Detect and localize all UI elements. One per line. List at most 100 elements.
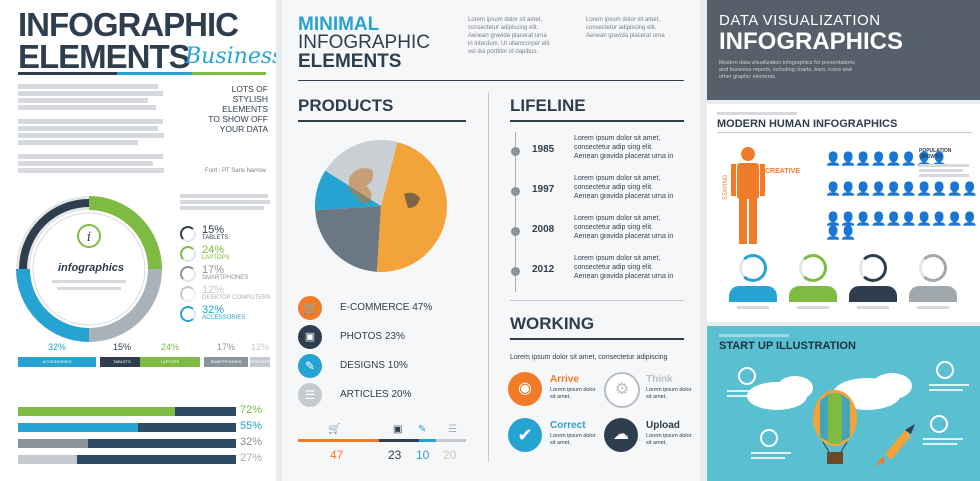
startup-scene xyxy=(727,361,969,466)
progress-value: 32% xyxy=(240,436,263,448)
progress-fill xyxy=(18,407,175,416)
p2-header-rule xyxy=(298,80,684,81)
pen-icon: ✎ xyxy=(418,424,427,435)
products-rule xyxy=(298,120,466,122)
column-divider xyxy=(488,92,489,462)
step-title: Upload xyxy=(646,420,680,431)
panel-startup-illustration: START UP ILLUSTRATION xyxy=(707,326,980,481)
ring-stat xyxy=(909,254,957,309)
tagline-line: TO SHOW OFF xyxy=(208,114,268,124)
tab-bar: ACCESSORIES xyxy=(18,357,96,367)
title-line2: ELEMENTS xyxy=(18,38,191,75)
scale-value: 10 xyxy=(416,448,430,462)
legend-label: DESIGNS 10% xyxy=(340,360,408,371)
p3-title-line1: DATA VISUALIZATION xyxy=(719,12,881,29)
donut-segment-laptops xyxy=(88,196,162,270)
step-upload: ☁ Upload Lorem ipsum dolor sit amet, xyxy=(604,418,699,468)
timeline-axis xyxy=(515,132,516,292)
person-figure-icon xyxy=(731,147,765,244)
cloud-icon xyxy=(747,373,912,410)
lorem-line: Lorem ipsum dolor sit amet, xyxy=(468,17,543,23)
timeline-text: consectetur adip sing elit. xyxy=(574,184,653,191)
timeline-item: 1985 Lorem ipsum dolor sit amet, consect… xyxy=(508,134,688,174)
progress-row: 32% xyxy=(18,436,270,452)
hot-air-balloon-icon xyxy=(813,390,857,464)
legend-item: 12% DESKTOP COMPUTERS xyxy=(178,284,273,304)
timeline-dot xyxy=(511,187,520,196)
pie-mini-icon xyxy=(180,286,196,302)
pie-mini-icon xyxy=(180,266,196,282)
info-icon xyxy=(77,224,101,248)
legend-value: 15% xyxy=(202,224,225,236)
legend-list: 15% TABLETS 24% LAPTOPS 17% SMARTPHONES … xyxy=(178,224,273,324)
ring-stat xyxy=(729,254,777,309)
progress-value: 72% xyxy=(240,404,263,416)
step-text: Lorem ipsum dolor xyxy=(550,387,596,393)
timeline-dot xyxy=(511,147,520,156)
population-text xyxy=(919,162,969,179)
cloud-upload-icon: ☁ xyxy=(604,418,638,452)
products-legend-item: ✎ DESIGNS 10% xyxy=(298,354,468,383)
legend-item: 15% TABLETS xyxy=(178,224,273,244)
tagline: LOTS OF STYLISH ELEMENTS TO SHOW OFF YOU… xyxy=(190,84,268,134)
lorem-line: Lorem ipsum dolor sit amet, xyxy=(586,17,661,23)
human-side-label: STAYING xyxy=(723,174,729,200)
desc-line: and business reports, including charts, … xyxy=(719,67,852,73)
p2-title-elements: ELEMENTS xyxy=(298,51,402,72)
timeline-text: Aenean gravida placerat urna in xyxy=(574,193,674,200)
products-pie-chart xyxy=(315,140,447,272)
timeline-text: consectetur adip sing elit. xyxy=(574,264,653,271)
tagline-line: YOUR DATA xyxy=(219,124,268,134)
cart-icon: 🛒 xyxy=(328,424,341,435)
tagline-line: LOTS OF xyxy=(231,84,268,94)
desc-line: Modern data visualization infographics f… xyxy=(719,60,856,66)
step-text: Lorem ipsum dolor xyxy=(550,433,596,439)
products-legend-item: ▣ PHOTOS 23% xyxy=(298,325,468,354)
timeline-text: Lorem ipsum dolor sit amet, xyxy=(574,255,661,262)
legend-label: ACCESSORIES xyxy=(202,315,246,321)
panel-minimal-infographic: MINIMAL INFOGRAPHIC ELEMENTS Lorem ipsum… xyxy=(282,0,700,481)
panel-business-infographic: INFOGRAPHIC ELEMENTS Business LOTS OF ST… xyxy=(0,0,276,481)
population-label: POPULATION GROWTH xyxy=(919,148,951,160)
percent-tabs: 32% ACCESSORIES 15% TABLETS 24% LAPTOPS … xyxy=(18,342,270,372)
step-title: Think xyxy=(646,374,673,385)
lorem-line: Aenean gravida placerat urna xyxy=(468,33,547,39)
timeline-year: 2008 xyxy=(532,224,555,235)
legend-value: 17% xyxy=(202,264,225,276)
rocket-icon xyxy=(875,424,915,466)
panel-human-infographics: MODERN HUMAN INFOGRAPHICS CREATIVE STAYI… xyxy=(707,104,980,322)
step-text: sit amet, xyxy=(646,440,667,446)
stat-ring-icon xyxy=(738,361,954,447)
pie-mini-icon xyxy=(180,226,196,242)
ring-stat xyxy=(849,254,897,309)
people-row-blue: 👤👤👤👤👤👤👤👤 xyxy=(825,151,947,166)
scale-value: 47 xyxy=(330,448,344,462)
p2-lorem-col2: Lorem ipsum dolor sit amet, consectetur … xyxy=(586,16,665,40)
cart-icon: 🛒 xyxy=(298,296,322,320)
legend-item: 32% ACCESSORIES xyxy=(178,304,273,324)
title-underline xyxy=(18,72,266,75)
timeline-item: 1997 Lorem ipsum dolor sit amet, consect… xyxy=(508,174,688,214)
small-caption xyxy=(717,112,797,115)
legend-item: 17% SMARTPHONES xyxy=(178,264,273,284)
tab-value: 24% xyxy=(160,342,179,352)
scale-seg-designs xyxy=(419,439,436,442)
tab-laptops: 24% LAPTOPS xyxy=(140,342,200,367)
progress-list: 72% 55% 32% 27% xyxy=(18,404,270,468)
timeline-year: 1997 xyxy=(532,184,555,195)
step-text: Lorem ipsum dolor xyxy=(646,387,692,393)
products-legend-item: ☰ ARTICLES 20% xyxy=(298,383,468,412)
timeline-text: consectetur adip sing elit. xyxy=(574,224,653,231)
products-legend-item: 🛒 E-COMMERCE 47% xyxy=(298,296,468,325)
step-title: Correct xyxy=(550,420,586,431)
lorem-line: vel dui porttitor id dapibus. xyxy=(468,49,539,55)
lifeline-heading: LIFELINE xyxy=(510,96,586,115)
legend-value: 12% xyxy=(202,284,225,296)
tab-bar: DESKTOPS xyxy=(250,357,270,367)
working-lead: Lorem ipsum dolor sit amet, consectetur … xyxy=(510,354,668,361)
progress-row: 72% xyxy=(18,404,270,420)
scale-seg-photos xyxy=(379,439,419,442)
title-line1: INFOGRAPHIC xyxy=(18,6,239,43)
donut-segment-accessories xyxy=(16,268,90,342)
step-think: ⚙ Think Lorem ipsum dolor sit amet, xyxy=(604,372,699,422)
